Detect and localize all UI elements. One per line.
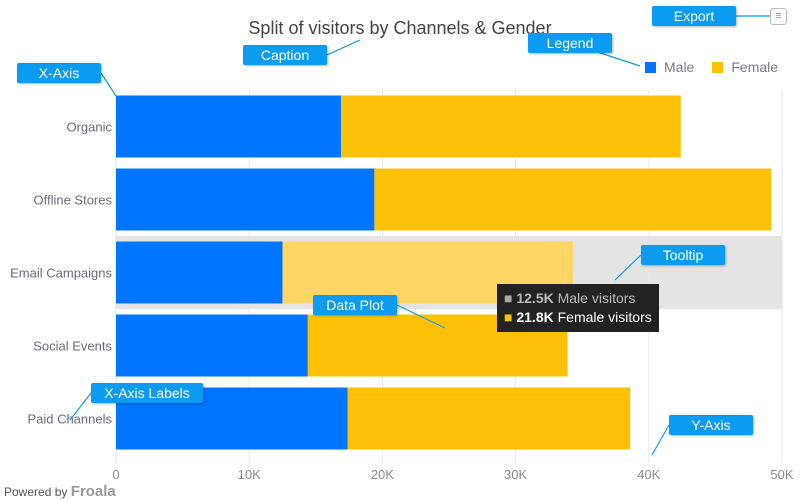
bar-male — [116, 314, 308, 377]
tooltip-female-value: 21.8K — [516, 309, 554, 325]
bar-male — [116, 168, 375, 231]
chart-caption: Split of visitors by Channels & Gender — [248, 18, 552, 38]
callout-export: Export — [652, 6, 736, 26]
x-tick-label: 0 — [112, 467, 119, 482]
category-label: Offline Stores — [33, 193, 112, 208]
bar-female — [347, 387, 631, 450]
bar-male — [116, 241, 283, 304]
callout-connector — [326, 39, 361, 56]
category-label: Email Campaigns — [10, 266, 112, 281]
callout-connector — [651, 424, 670, 456]
callout-y-axis: Y-Axis — [669, 415, 753, 435]
bar-female — [374, 168, 772, 231]
callout-legend: Legend — [528, 33, 612, 53]
legend-item-female[interactable]: Female — [712, 59, 778, 75]
tooltip: ■ 12.5K Male visitors ■ 21.8K Female vis… — [497, 284, 659, 332]
category-label: Organic — [66, 120, 112, 135]
x-tick-label: 10K — [238, 467, 261, 482]
callout-caption: Caption — [243, 45, 327, 65]
bar-male — [116, 95, 342, 158]
category-label: Paid Channels — [27, 412, 112, 427]
bar-female — [341, 95, 681, 158]
category-label: Social Events — [33, 339, 112, 354]
callout-connector — [69, 392, 92, 421]
powered-by[interactable]: Powered by Froala — [4, 483, 116, 500]
callout-x-axis: X-Axis — [17, 63, 101, 83]
legend: Male Female — [645, 59, 778, 75]
callout-connector — [100, 72, 117, 97]
legend-item-male[interactable]: Male — [645, 59, 694, 75]
x-tick-label: 50K — [770, 467, 793, 482]
x-tick-label: 30K — [504, 467, 527, 482]
tooltip-male-label: Male visitors — [557, 290, 636, 306]
froala-logo: Froala — [70, 483, 116, 500]
x-tick-label: 20K — [371, 467, 394, 482]
tooltip-male-value: 12.5K — [516, 290, 554, 306]
export-menu-button[interactable]: ≡ — [770, 8, 787, 25]
hamburger-menu-icon: ≡ — [775, 10, 782, 22]
callout-x-axis-labels: X-Axis Labels — [91, 383, 203, 403]
callout-data-plot: Data Plot — [313, 295, 397, 315]
callout-connector — [614, 254, 642, 281]
tooltip-female-label: Female visitors — [557, 309, 652, 325]
legend-swatch-male — [645, 62, 656, 73]
x-tick-label: 40K — [637, 467, 660, 482]
callout-connector — [396, 304, 446, 329]
legend-swatch-female — [712, 62, 724, 73]
callout-tooltip: Tooltip — [641, 245, 725, 265]
